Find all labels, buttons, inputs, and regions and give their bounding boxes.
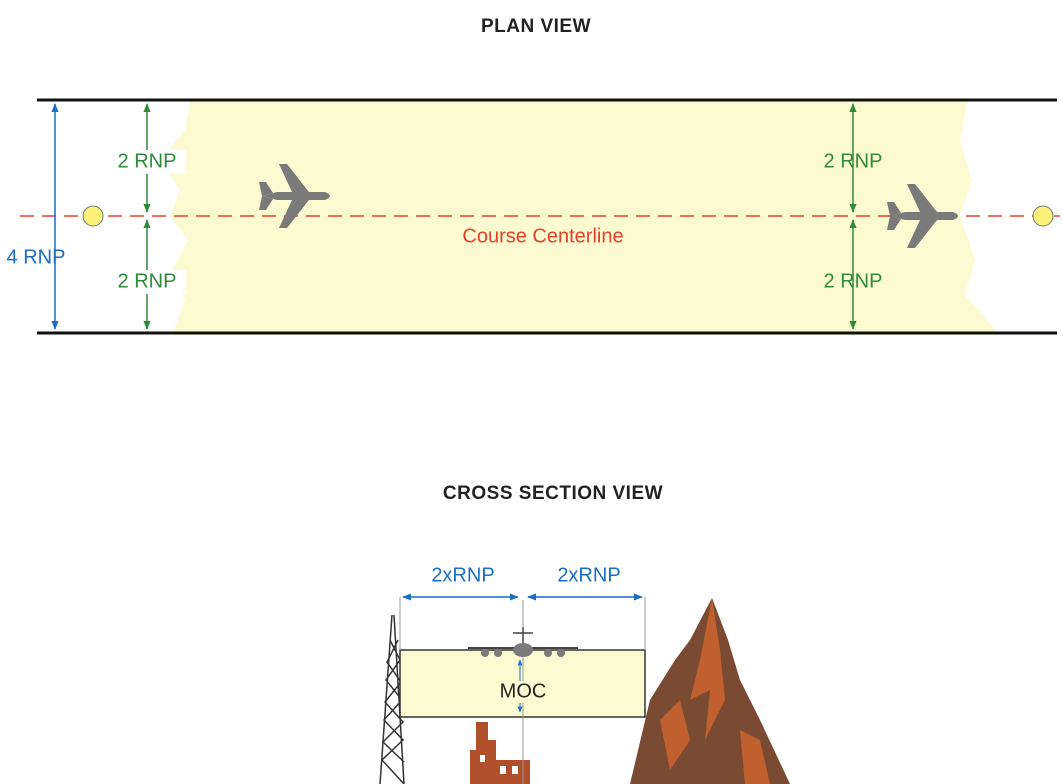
waypoint [1033, 206, 1053, 226]
plan-title: PLAN VIEW [481, 16, 591, 37]
half-width-label: 2 RNP [824, 150, 883, 172]
total-width-label: 4 RNP [7, 246, 66, 268]
half-width-label: 2 RNP [824, 270, 883, 292]
waypoint [83, 206, 103, 226]
half-width-label: 2 RNP [118, 270, 177, 292]
centerline-label: Course Centerline [462, 225, 623, 247]
half-width-label: 2 RNP [118, 150, 177, 172]
page: {"plan_view": {"title": "PLAN VIEW", "ha… [0, 0, 1063, 784]
moc-label: MOC [500, 680, 547, 702]
cross-section-title: CROSS SECTION VIEW [443, 483, 663, 504]
building [470, 722, 530, 784]
diagram: PLAN VIEW 4 RNP 2 RNP 2 RNP 2 RNP 2 RNP … [0, 0, 1063, 784]
width-label: 2xRNP [431, 564, 494, 586]
width-label: 2xRNP [557, 564, 620, 586]
aircraft-front [468, 627, 578, 657]
